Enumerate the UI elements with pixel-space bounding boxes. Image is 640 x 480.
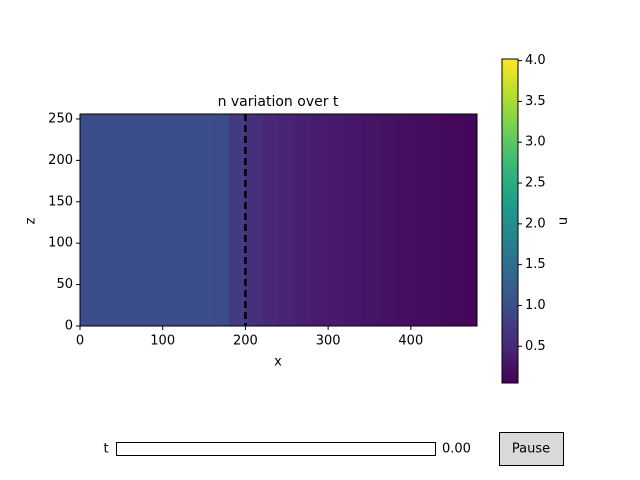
heatmap-cell xyxy=(278,114,296,326)
heatmap-cell xyxy=(361,114,379,326)
heatmap-cell xyxy=(80,114,98,326)
colorbar-tick-label: 2.0 xyxy=(525,216,546,231)
x-tick-label: 0 xyxy=(76,334,84,349)
axes-frame xyxy=(79,113,478,327)
colorbar-tick-label: 0.5 xyxy=(525,339,546,354)
slider-track[interactable] xyxy=(116,442,436,456)
slider-value: 0.00 xyxy=(442,442,471,457)
heatmap-cell xyxy=(212,114,230,326)
slider-label: t xyxy=(103,442,108,457)
heatmap-cell xyxy=(129,114,147,326)
heatmap-cell xyxy=(261,114,279,326)
y-tick-label: 200 xyxy=(48,153,73,168)
colorbar-tick-label: 1.5 xyxy=(525,257,546,272)
heatmap-cell xyxy=(377,114,395,326)
y-tick-label: 250 xyxy=(48,111,73,126)
colorbar-tick-label: 4.0 xyxy=(525,53,546,68)
pause-button[interactable] xyxy=(499,432,564,466)
x-tick-label: 400 xyxy=(398,334,423,349)
colorbar-tick-label: 3.0 xyxy=(525,135,546,150)
colorbar-tick-label: 3.5 xyxy=(525,94,546,109)
chart-title: n variation over t xyxy=(218,94,339,110)
heatmap-cell xyxy=(195,114,213,326)
heatmap-cell xyxy=(427,114,445,326)
heatmap-cell xyxy=(328,114,346,326)
heatmap-cell xyxy=(96,114,114,326)
y-tick-label: 100 xyxy=(48,236,73,251)
heatmap-cell xyxy=(228,114,246,326)
colorbar-tick-label: 1.0 xyxy=(525,298,546,313)
heatmap-cell xyxy=(460,114,478,326)
heatmap-cell xyxy=(113,114,131,326)
x-tick-label: 200 xyxy=(233,334,258,349)
heatmap-cell xyxy=(162,114,180,326)
heatmap-cell xyxy=(245,114,263,326)
x-axis-label: x xyxy=(274,355,282,370)
y-axis-label: z xyxy=(24,217,39,224)
heatmap-cell xyxy=(410,114,428,326)
y-tick-label: 0 xyxy=(65,319,73,334)
heatmap-cell xyxy=(179,114,197,326)
heatmap-cell xyxy=(443,114,461,326)
pause-button-label[interactable]: Pause xyxy=(512,442,550,457)
colorbar-label: n xyxy=(556,217,571,225)
heatmap-cell xyxy=(146,114,164,326)
heatmap-cell xyxy=(394,114,412,326)
y-tick-label: 150 xyxy=(48,194,73,209)
heatmap-cell xyxy=(344,114,362,326)
colorbar-tick-label: 2.5 xyxy=(525,176,546,191)
x-tick-label: 100 xyxy=(150,334,175,349)
y-tick-label: 50 xyxy=(56,277,73,292)
heatmap-cell xyxy=(295,114,313,326)
heatmap-cell xyxy=(311,114,329,326)
x-tick-label: 300 xyxy=(316,334,341,349)
colorbar xyxy=(501,58,519,384)
